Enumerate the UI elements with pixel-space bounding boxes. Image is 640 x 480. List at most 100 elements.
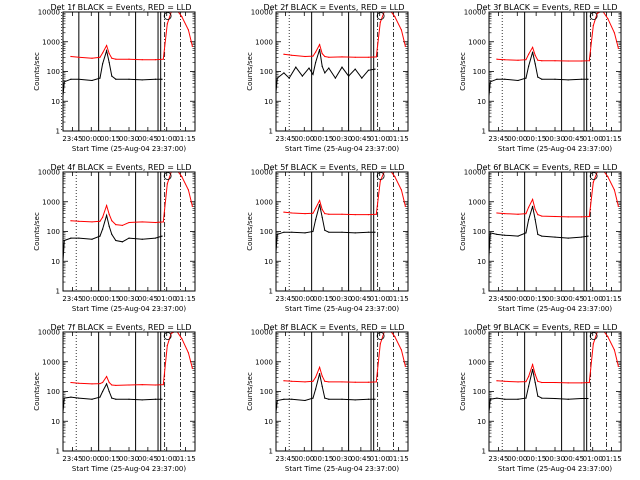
data-point-lld (321, 208, 323, 211)
data-point-lld (354, 56, 356, 58)
data-point-lld (166, 344, 168, 347)
x-tick-label: 23:45 (275, 455, 295, 463)
data-point-lld (588, 215, 590, 218)
data-point-lld (111, 384, 113, 386)
plot-panel-6: Det 6f BLACK = Events, RED = LLD Counts/s… (459, 163, 622, 313)
x-tick-label: 00:45 (564, 455, 584, 463)
data-point-lld (324, 212, 326, 215)
data-point-lld (291, 54, 293, 56)
data-point-lld (607, 176, 609, 178)
data-point-events (537, 395, 539, 397)
x-tick-label: 01:00 (583, 135, 603, 143)
data-point-lld (541, 381, 543, 384)
y-tick-label: 1000 (255, 198, 273, 206)
plot-frame (62, 171, 196, 292)
data-point-lld (517, 213, 519, 215)
data-point-events (91, 398, 93, 400)
data-point-lld (115, 224, 117, 226)
data-point-events (315, 219, 317, 221)
y-tick-label: 10000 (464, 329, 486, 337)
data-point-lld (166, 183, 168, 185)
x-tick-label: 00:00 (81, 295, 101, 303)
data-point-lld (607, 336, 609, 338)
plot-title: Det 7f BLACK = Events, RED = LLD (50, 323, 191, 332)
x-tick-label: 00:45 (351, 455, 371, 463)
data-point-lld (321, 52, 323, 55)
y-tick-label: 10000 (38, 169, 60, 177)
data-point-events (141, 238, 143, 240)
series-line-lld (496, 332, 619, 384)
data-point-events (128, 237, 130, 239)
data-point-lld (537, 380, 539, 382)
data-point-lld (166, 23, 168, 25)
data-point-lld (191, 367, 193, 369)
data-point-events (276, 77, 278, 79)
data-point-lld (517, 381, 519, 383)
data-point-lld (154, 59, 156, 61)
data-point-lld (111, 220, 113, 222)
data-point-events (315, 61, 317, 64)
x-tick-label: 00:00 (81, 135, 101, 143)
data-point-events (161, 235, 163, 237)
data-point-events (321, 65, 323, 67)
y-axis-label: Counts/sec (459, 52, 467, 91)
x-tick-label: 00:30 (119, 295, 139, 303)
plot-frame (488, 171, 622, 292)
data-point-lld (291, 212, 293, 214)
y-axis-label: Counts/sec (33, 52, 41, 91)
x-tick-label: 00:00 (294, 455, 314, 463)
data-point-lld (375, 381, 377, 383)
data-point-events (161, 398, 163, 400)
data-point-lld (181, 176, 183, 178)
data-point-events (115, 78, 117, 80)
data-point-events (324, 72, 326, 74)
data-point-lld (108, 213, 110, 215)
data-point-events (70, 78, 72, 80)
data-point-events (341, 398, 343, 400)
x-tick-label: 23:45 (62, 135, 82, 143)
plot-title: Det 8f BLACK = Events, RED = LLD (263, 323, 404, 332)
x-tick-label: 23:45 (62, 455, 82, 463)
data-point-lld (283, 53, 285, 55)
series-group (63, 12, 193, 97)
data-point-events (321, 385, 323, 387)
data-point-lld (496, 58, 498, 60)
data-point-lld (318, 199, 321, 202)
x-tick-label: 01:00 (370, 135, 390, 143)
data-point-lld (105, 44, 108, 47)
data-point-lld (534, 54, 536, 56)
y-tick-label: 1 (482, 128, 486, 136)
data-point-events (295, 66, 297, 68)
x-tick-label: 00:15 (100, 135, 120, 143)
data-point-events (580, 78, 583, 80)
data-point-events (541, 235, 543, 237)
data-point-events (324, 229, 326, 231)
data-point-lld (341, 213, 343, 215)
x-axis-label: Start Time (25-Aug-04 23:37:00) (498, 305, 612, 313)
y-tick-label: 10 (51, 418, 60, 426)
data-point-lld (324, 55, 326, 58)
data-point-events (283, 398, 285, 400)
data-point-events (496, 78, 498, 80)
data-point-lld (91, 57, 93, 59)
data-point-events (111, 233, 113, 235)
y-tick-label: 1000 (468, 198, 486, 206)
data-point-lld (580, 382, 583, 384)
data-point-lld (596, 12, 598, 14)
data-point-lld (162, 58, 164, 60)
data-point-events (489, 398, 491, 400)
data-point-events (534, 219, 536, 221)
x-tick-label: 01:15 (175, 295, 195, 303)
data-point-lld (99, 382, 101, 385)
data-point-lld (592, 181, 594, 183)
x-tick-label: 00:45 (138, 455, 158, 463)
data-point-events (105, 50, 108, 52)
plot-title: Det 5f BLACK = Events, RED = LLD (263, 163, 404, 172)
plot-frame (62, 11, 196, 132)
data-point-events (283, 231, 285, 233)
series-line-events (489, 369, 588, 413)
data-point-lld (588, 60, 590, 62)
series-line-events (489, 51, 588, 97)
y-tick-label: 1 (269, 288, 273, 296)
data-point-events (334, 77, 336, 79)
